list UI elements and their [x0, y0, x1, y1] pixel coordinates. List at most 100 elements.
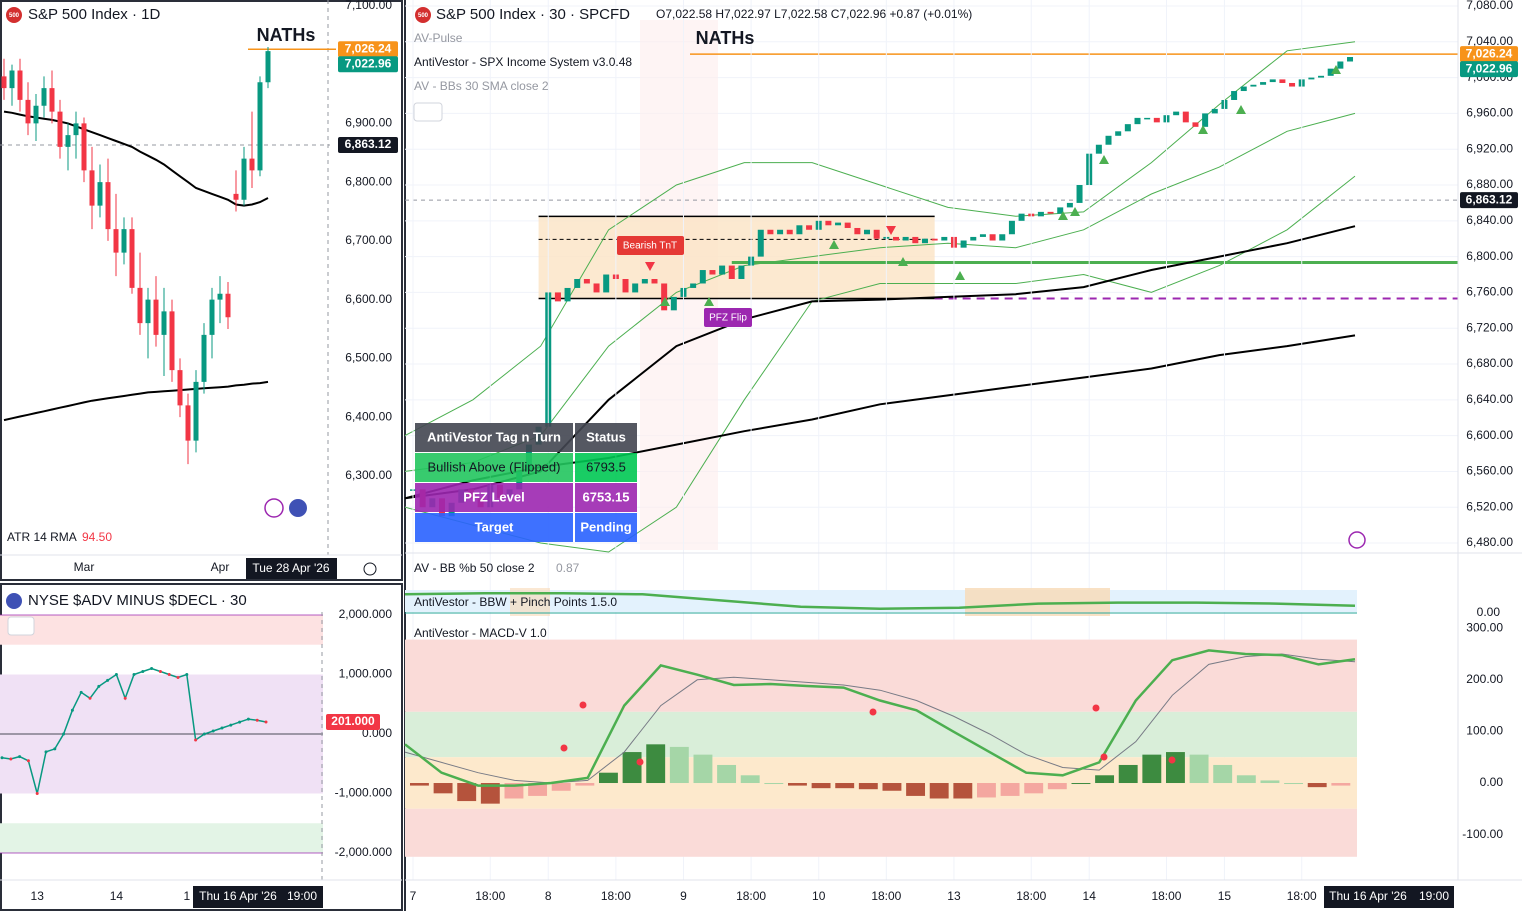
y-tick-label: 6,800.00 — [1466, 249, 1513, 263]
histogram-bar — [1118, 764, 1138, 784]
y-tick-label: 0.00 — [1477, 605, 1501, 619]
candle-body — [49, 88, 55, 112]
candle-body — [844, 222, 851, 228]
alert-icon[interactable] — [1348, 531, 1366, 549]
candle-body — [902, 236, 909, 241]
histogram-bar — [457, 783, 477, 802]
signal-triangle — [898, 257, 908, 266]
overlay-line — [404, 112, 1356, 472]
y-tick-label: 6,600.00 — [345, 292, 392, 306]
candle-body — [999, 234, 1006, 241]
table-text: AntiVestor Tag n Turn — [427, 429, 561, 444]
settings-icon[interactable] — [363, 562, 377, 576]
data-point — [255, 718, 259, 722]
histogram-bar — [646, 744, 666, 784]
signal-label: PFZ Flip — [709, 313, 747, 324]
zone — [405, 711, 1357, 758]
histogram-bar — [1095, 775, 1115, 784]
bbw-line — [404, 591, 1356, 611]
alert-icon[interactable] — [264, 498, 284, 518]
cross-dot — [636, 758, 644, 766]
flag-icon[interactable] — [289, 499, 307, 517]
candle-body — [941, 236, 948, 241]
candle-body — [1308, 77, 1315, 80]
candle-body — [777, 229, 784, 235]
cross-dot — [1100, 753, 1108, 761]
candle-body — [1095, 144, 1102, 154]
price-label: 6,863.12 — [1466, 192, 1513, 206]
candle-body — [265, 51, 271, 83]
candle-body — [1076, 185, 1083, 203]
y-tick-label: 7,100.00 — [345, 0, 392, 12]
price-label: 7,022.96 — [1466, 61, 1513, 75]
histogram-bar — [1307, 783, 1327, 788]
y-tick-label: 6,500.00 — [345, 351, 392, 365]
candle-body — [1037, 211, 1044, 217]
candle-body — [893, 236, 899, 241]
x-tick-label: 1 — [183, 889, 190, 903]
candle-body — [854, 227, 861, 235]
candle-body — [979, 234, 986, 237]
x-tick-label: 10 — [812, 889, 826, 903]
x-tick-label: 18:00 — [1016, 889, 1046, 903]
candle-body — [873, 229, 880, 239]
zone — [0, 614, 323, 645]
data-point — [106, 678, 110, 682]
candle-body — [593, 283, 600, 293]
y-tick-label: 6,600.00 — [1466, 428, 1513, 442]
data-point — [246, 717, 250, 721]
candle-body — [1289, 82, 1296, 87]
collapse-button[interactable] — [413, 102, 443, 122]
table-cell — [415, 483, 573, 512]
histogram-bar — [788, 783, 807, 786]
candle-body — [738, 265, 745, 279]
table-cell — [415, 453, 573, 482]
table-text: 6793.5 — [586, 459, 626, 474]
candle-body — [57, 111, 63, 147]
candle-body — [1134, 117, 1141, 125]
collapse-button[interactable] — [7, 616, 35, 636]
candle-body — [1327, 68, 1334, 76]
histogram-bar — [410, 783, 429, 786]
candle-body — [1182, 111, 1189, 123]
y-tick-label: 7,080.00 — [1466, 0, 1513, 12]
x-tick-label: 15 — [1218, 889, 1232, 903]
data-point — [229, 723, 233, 727]
cross-dot — [869, 708, 877, 716]
candle-body — [921, 238, 928, 244]
candle-body — [169, 311, 175, 371]
signal-box — [704, 308, 752, 327]
overlay-line — [404, 175, 1356, 553]
x-tick-label: Apr — [211, 560, 230, 574]
candle-body — [699, 270, 706, 284]
candle-body — [1105, 135, 1112, 145]
candle-body — [1269, 79, 1276, 83]
candle-body — [912, 236, 919, 244]
table-cell — [575, 483, 637, 512]
data-point — [176, 675, 180, 679]
price-label-box — [1460, 46, 1518, 63]
chart-title: S&P 500 Index · 30 · SPCFD — [436, 6, 630, 23]
histogram-bar — [740, 775, 760, 784]
candle-body — [603, 274, 610, 293]
candle-body — [622, 278, 629, 293]
histogram-bar — [1213, 764, 1233, 784]
price-label-box — [326, 714, 380, 731]
histogram-bar — [528, 783, 548, 796]
histogram-bar — [906, 783, 926, 796]
histogram-bar — [1284, 783, 1304, 785]
candle-body — [1047, 211, 1054, 214]
histogram-bar — [693, 754, 713, 784]
table-text: Status — [586, 429, 626, 444]
y-tick-label: 1,000.000 — [339, 667, 393, 681]
table-cell — [415, 423, 573, 452]
x-tick-label: 14 — [1083, 889, 1097, 903]
signal-triangle — [660, 297, 670, 306]
candle-body — [1231, 91, 1238, 100]
candle-body — [1124, 124, 1131, 132]
candle-body — [217, 293, 223, 300]
candle-body — [1202, 113, 1209, 127]
candle-body — [153, 299, 159, 335]
zone — [405, 808, 1357, 857]
y-tick-label: 200.00 — [1466, 672, 1503, 686]
